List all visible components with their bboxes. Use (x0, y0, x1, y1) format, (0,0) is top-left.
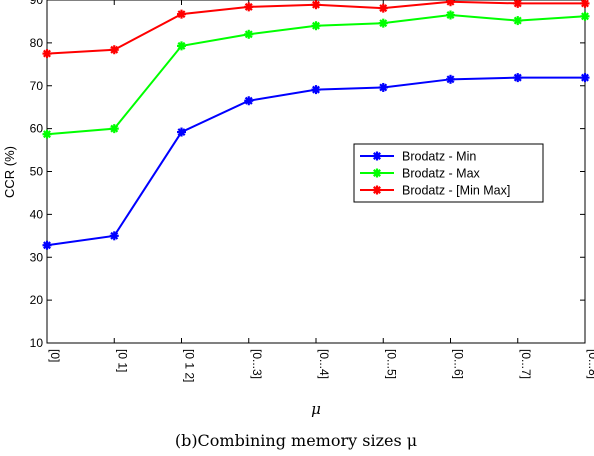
data-point (42, 240, 52, 250)
legend-marker (372, 151, 382, 161)
y-axis-ticks: 10 20 30 40 50 60 70 80 90 (30, 0, 585, 350)
data-point (311, 21, 321, 31)
y-axis-label: CCR (%) (2, 146, 17, 198)
y-tick-label: 10 (30, 336, 44, 350)
data-point (513, 73, 523, 83)
data-point (580, 73, 590, 83)
series-lines (42, 0, 590, 250)
x-tick-label: [0...3] (250, 349, 264, 379)
legend-marker (372, 185, 382, 195)
data-point (513, 16, 523, 26)
y-tick-label: 90 (30, 0, 44, 7)
x-tick-label: [0...5] (384, 349, 398, 379)
series-2 (42, 0, 590, 59)
legend-label: Brodatz - [Min Max] (402, 184, 510, 198)
data-point (580, 11, 590, 21)
data-point (378, 3, 388, 13)
x-tick-label: [0 1] (115, 349, 129, 372)
x-tick-label: [0...8] (586, 349, 594, 379)
y-tick-label: 30 (30, 250, 44, 264)
data-point (42, 129, 52, 139)
data-point (378, 82, 388, 92)
legend-label: Brodatz - Min (402, 150, 476, 164)
data-point (109, 231, 119, 241)
legend-entry: Brodatz - [Min Max] (360, 184, 510, 198)
data-point (311, 85, 321, 95)
x-axis-ticks: [0] [0 1] [0 1 2] [0...3] [0...4] [0...5] [0..… (46, 0, 594, 382)
y-tick-label: 80 (30, 36, 44, 50)
y-tick-label: 60 (30, 122, 44, 136)
data-point (244, 96, 254, 106)
x-tick-label: [0] (48, 349, 62, 362)
data-point (446, 10, 455, 20)
y-tick-label: 70 (30, 79, 44, 93)
x-axis-label: μ (311, 400, 321, 418)
y-tick-label: 50 (30, 165, 44, 179)
figure-caption: (b)Combining memory sizes μ (175, 431, 417, 450)
series-0 (42, 73, 590, 250)
legend-entries: Brodatz - Min Brodatz - Max Brodatz - [Min… (360, 150, 510, 198)
x-tick-label: [0...7] (519, 349, 533, 379)
x-tick-label: [0...4] (317, 349, 331, 379)
data-point (109, 45, 119, 55)
legend-entry: Brodatz - Min (360, 150, 476, 164)
data-point (42, 49, 52, 59)
y-tick-label: 40 (30, 207, 44, 221)
data-point (177, 41, 186, 51)
data-point (109, 124, 119, 134)
data-point (446, 74, 455, 84)
legend-entry: Brodatz - Max (360, 167, 481, 181)
data-point (446, 0, 455, 7)
legend-label: Brodatz - Max (402, 167, 481, 181)
data-point (177, 9, 186, 19)
x-tick-label: [0...6] (452, 349, 466, 379)
data-point (513, 0, 523, 8)
data-point (580, 0, 590, 8)
data-point (378, 18, 388, 28)
data-point (244, 2, 254, 12)
data-point (311, 0, 321, 10)
data-point (177, 127, 186, 137)
data-point (244, 29, 254, 39)
legend: Brodatz - Min Brodatz - Max Brodatz - [Min… (353, 143, 544, 203)
series-1 (42, 10, 590, 139)
x-tick-label: [0 1 2] (183, 349, 197, 382)
legend-marker (372, 168, 382, 178)
y-tick-label: 20 (30, 293, 44, 307)
